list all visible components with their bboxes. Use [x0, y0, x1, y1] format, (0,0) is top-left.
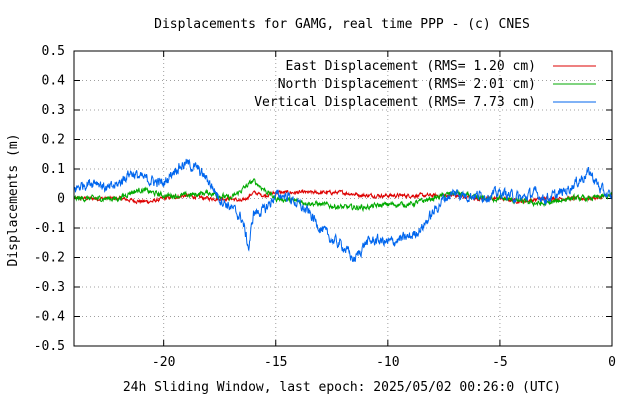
x-tick-label: 0 [608, 355, 616, 370]
series-line-3 [73, 158, 613, 263]
y-tick-label: -0.1 [34, 221, 65, 236]
legend-label: Vertical Displacement (RMS= 7.73 cm) [254, 95, 536, 110]
grid-lines [74, 51, 612, 346]
x-tick-label: -15 [264, 355, 287, 370]
y-tick-label: 0 [57, 192, 65, 207]
y-axis-label: Displacements (m) [6, 133, 21, 266]
y-tick-label: 0.5 [42, 44, 65, 59]
y-tick-label: 0.2 [42, 133, 65, 148]
legend-label: North Displacement (RMS= 2.01 cm) [278, 77, 536, 92]
x-tick-label: -20 [152, 355, 175, 370]
series-lines [73, 158, 613, 263]
x-tick-label: -10 [376, 355, 399, 370]
y-tick-label: -0.4 [34, 310, 65, 325]
plot-frame [73, 50, 613, 347]
series-line-2 [73, 178, 613, 213]
legend-label: East Displacement (RMS= 1.20 cm) [286, 59, 536, 74]
y-tick-label: 0.4 [42, 74, 66, 89]
y-tick-label: 0.3 [42, 103, 65, 118]
legend: East Displacement (RMS= 1.20 cm) North Di… [254, 59, 596, 110]
y-tick-label: -0.5 [34, 339, 65, 354]
chart-title: Displacements for GAMG, real time PPP - … [154, 17, 530, 32]
y-tick-label: -0.2 [34, 251, 65, 266]
y-tick-label: 0.1 [42, 162, 65, 177]
x-tick-label: -5 [492, 355, 508, 370]
x-axis-label: 24h Sliding Window, last epoch: 2025/05/… [123, 380, 561, 395]
axis-ticks: -0.5 -0.4 -0.3 -0.2 -0.1 0 0.1 0.2 0.3 0.4 0.5 -20 -… [34, 44, 616, 370]
y-tick-label: -0.3 [34, 280, 65, 295]
